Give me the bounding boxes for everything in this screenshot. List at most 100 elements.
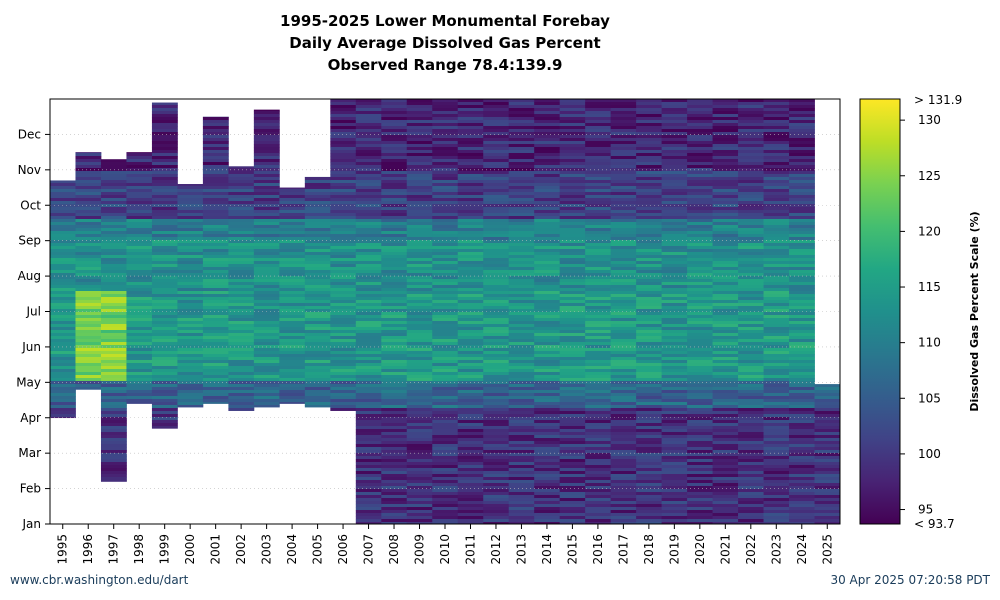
heat-cell [355, 258, 382, 262]
heat-cell [50, 234, 76, 238]
heat-cell [763, 510, 790, 514]
heat-cell [636, 123, 663, 127]
heat-cell [100, 330, 127, 334]
heat-cell [126, 195, 153, 199]
heat-cell [50, 333, 76, 337]
heat-cell [534, 195, 561, 199]
heat-cell [406, 417, 433, 421]
y-tick-label: Jun [21, 340, 41, 354]
heat-cell [508, 285, 535, 289]
heat-cell [712, 504, 739, 508]
heat-cell [202, 192, 229, 196]
heat-cell [738, 234, 764, 238]
heat-cell [457, 324, 484, 328]
heat-cell [457, 273, 484, 277]
heat-cell [661, 492, 688, 496]
heat-cell [763, 330, 790, 334]
heat-cell [738, 426, 764, 430]
heat-cell [75, 282, 102, 286]
heat-cell [432, 132, 459, 136]
heat-cell [406, 402, 433, 406]
heat-cell [381, 186, 408, 190]
heat-cell [687, 324, 713, 328]
heat-cell [406, 351, 433, 355]
heat-cell [661, 423, 688, 427]
heat-cell [457, 519, 484, 523]
heat-cell [789, 231, 815, 235]
heat-cell [636, 192, 663, 196]
heat-cell [483, 102, 510, 106]
heat-cell [610, 264, 637, 268]
heat-cell [151, 225, 178, 229]
heat-cell [304, 351, 331, 355]
heat-cell [432, 297, 459, 301]
heat-cell [687, 267, 713, 271]
heat-cell [610, 504, 637, 508]
heat-cell [687, 372, 713, 376]
heat-cell [636, 522, 663, 525]
heat-cell [636, 369, 663, 373]
heat-cell [279, 228, 306, 232]
heat-cell [763, 195, 790, 199]
heat-cell [661, 231, 688, 235]
heat-cell [789, 183, 815, 187]
heat-cell [508, 108, 535, 112]
heat-cell [50, 330, 76, 334]
heat-cell [559, 411, 586, 415]
heat-cell [483, 261, 510, 265]
heat-cell [610, 117, 637, 121]
heat-cell [610, 162, 637, 166]
heat-cell [508, 456, 535, 460]
heat-cell [381, 273, 408, 277]
heat-cell [457, 270, 484, 274]
heat-cell [50, 354, 76, 358]
heat-cell [406, 447, 433, 451]
heat-cell [355, 186, 382, 190]
heat-cell [738, 138, 764, 142]
heat-cell [738, 417, 764, 421]
heat-cell [559, 330, 586, 334]
heat-cell [228, 300, 255, 304]
heat-cell [381, 285, 408, 289]
heat-cell [763, 384, 790, 388]
heat-cell [712, 477, 739, 481]
heat-cell [355, 459, 382, 463]
heat-cell [100, 255, 127, 259]
heat-cell [330, 210, 357, 214]
heat-cell [75, 258, 102, 262]
heat-cell [763, 132, 790, 136]
heat-cell [483, 360, 510, 364]
heat-cell [483, 372, 510, 376]
heat-cell [508, 204, 535, 208]
heat-cell [789, 264, 815, 268]
heat-cell [789, 105, 815, 109]
heat-cell [636, 285, 663, 289]
footer-website[interactable]: www.cbr.washington.edu/dart [10, 573, 189, 587]
heat-cell [50, 339, 76, 343]
heat-cell [763, 108, 790, 112]
heat-cell [712, 462, 739, 466]
heat-cell [100, 402, 127, 406]
heat-cell [559, 303, 586, 307]
x-tick-label: 2012 [489, 534, 503, 565]
heat-cell [50, 396, 76, 400]
heat-cell [661, 489, 688, 493]
heat-cell [661, 468, 688, 472]
heat-cell [508, 138, 535, 142]
heat-cell [100, 210, 127, 214]
heat-cell [228, 396, 255, 400]
heat-cell [406, 432, 433, 436]
heat-cell [661, 507, 688, 511]
heat-cell [763, 291, 790, 295]
heat-cell [483, 156, 510, 160]
heat-cell [508, 195, 535, 199]
heat-cell [177, 273, 204, 277]
heat-cell [610, 309, 637, 313]
heat-cell [508, 312, 535, 316]
heat-cell [534, 156, 561, 160]
heat-cell [610, 510, 637, 514]
heat-cell [228, 294, 255, 298]
heat-cell [355, 318, 382, 322]
heat-cell [763, 360, 790, 364]
heat-cell [559, 225, 586, 229]
